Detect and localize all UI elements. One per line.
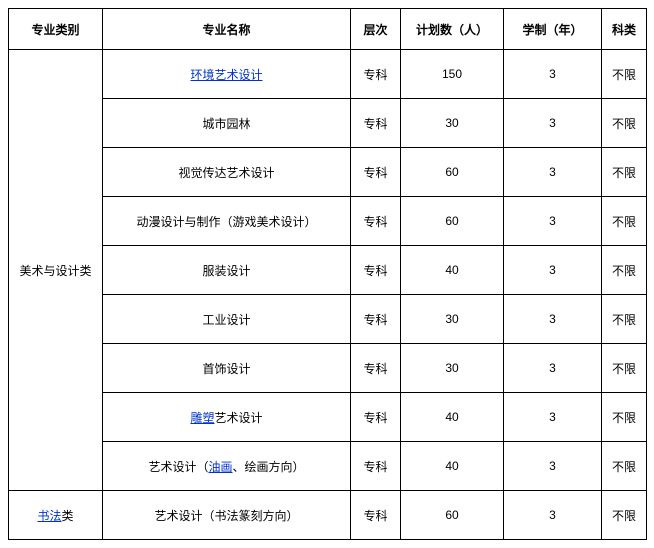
years-cell: 3 [504,246,602,295]
subject-cell: 不限 [602,491,647,540]
years-cell: 3 [504,99,602,148]
major-cell: 艺术设计（书法篆刻方向） [103,491,351,540]
plan-cell: 30 [401,99,504,148]
plan-cell: 60 [401,148,504,197]
major-suffix: 、绘画方向） [233,460,305,474]
plan-cell: 40 [401,393,504,442]
level-cell: 专科 [351,393,401,442]
level-cell: 专科 [351,99,401,148]
years-cell: 3 [504,344,602,393]
header-years: 学制（年） [504,9,602,50]
category-suffix: 类 [62,509,74,523]
table-row: 艺术设计（油画、绘画方向） 专科 40 3 不限 [9,442,647,491]
header-major: 专业名称 [103,9,351,50]
enrollment-table: 专业类别 专业名称 层次 计划数（人） 学制（年） 科类 美术与设计类 环境艺术… [8,8,647,540]
plan-cell: 60 [401,197,504,246]
table-row: 首饰设计 专科 30 3 不限 [9,344,647,393]
table-row: 服装设计 专科 40 3 不限 [9,246,647,295]
major-prefix: 艺术设计（ [148,460,208,474]
level-cell: 专科 [351,295,401,344]
table-row: 工业设计 专科 30 3 不限 [9,295,647,344]
subject-cell: 不限 [602,295,647,344]
plan-cell: 40 [401,246,504,295]
table-row: 动漫设计与制作（游戏美术设计） 专科 60 3 不限 [9,197,647,246]
subject-cell: 不限 [602,393,647,442]
level-cell: 专科 [351,197,401,246]
table-row: 城市园林 专科 30 3 不限 [9,99,647,148]
plan-cell: 150 [401,50,504,99]
subject-cell: 不限 [602,99,647,148]
subject-cell: 不限 [602,246,647,295]
major-link[interactable]: 油画 [208,460,232,474]
table-row: 书法类 艺术设计（书法篆刻方向） 专科 60 3 不限 [9,491,647,540]
category-cell: 美术与设计类 [9,50,103,491]
subject-cell: 不限 [602,148,647,197]
table-row: 视觉传达艺术设计 专科 60 3 不限 [9,148,647,197]
table-header-row: 专业类别 专业名称 层次 计划数（人） 学制（年） 科类 [9,9,647,50]
years-cell: 3 [504,393,602,442]
plan-cell: 40 [401,442,504,491]
years-cell: 3 [504,197,602,246]
major-cell: 动漫设计与制作（游戏美术设计） [103,197,351,246]
years-cell: 3 [504,442,602,491]
major-cell: 环境艺术设计 [103,50,351,99]
level-cell: 专科 [351,491,401,540]
level-cell: 专科 [351,148,401,197]
level-cell: 专科 [351,344,401,393]
table-row: 美术与设计类 环境艺术设计 专科 150 3 不限 [9,50,647,99]
table-row: 雕塑艺术设计 专科 40 3 不限 [9,393,647,442]
subject-cell: 不限 [602,442,647,491]
plan-cell: 60 [401,491,504,540]
major-link[interactable]: 环境艺术设计 [190,68,262,82]
category-link[interactable]: 书法 [37,509,61,523]
header-category: 专业类别 [9,9,103,50]
major-cell: 首饰设计 [103,344,351,393]
level-cell: 专科 [351,246,401,295]
years-cell: 3 [504,295,602,344]
level-cell: 专科 [351,442,401,491]
major-cell: 视觉传达艺术设计 [103,148,351,197]
plan-cell: 30 [401,295,504,344]
major-cell: 服装设计 [103,246,351,295]
level-cell: 专科 [351,50,401,99]
major-cell: 工业设计 [103,295,351,344]
major-cell: 艺术设计（油画、绘画方向） [103,442,351,491]
subject-cell: 不限 [602,197,647,246]
years-cell: 3 [504,50,602,99]
header-subject: 科类 [602,9,647,50]
subject-cell: 不限 [602,344,647,393]
header-level: 层次 [351,9,401,50]
major-cell: 城市园林 [103,99,351,148]
major-cell: 雕塑艺术设计 [103,393,351,442]
major-link[interactable]: 雕塑 [190,411,214,425]
major-suffix: 艺术设计 [215,411,263,425]
plan-cell: 30 [401,344,504,393]
years-cell: 3 [504,491,602,540]
category-cell: 书法类 [9,491,103,540]
years-cell: 3 [504,148,602,197]
header-plan: 计划数（人） [401,9,504,50]
subject-cell: 不限 [602,50,647,99]
